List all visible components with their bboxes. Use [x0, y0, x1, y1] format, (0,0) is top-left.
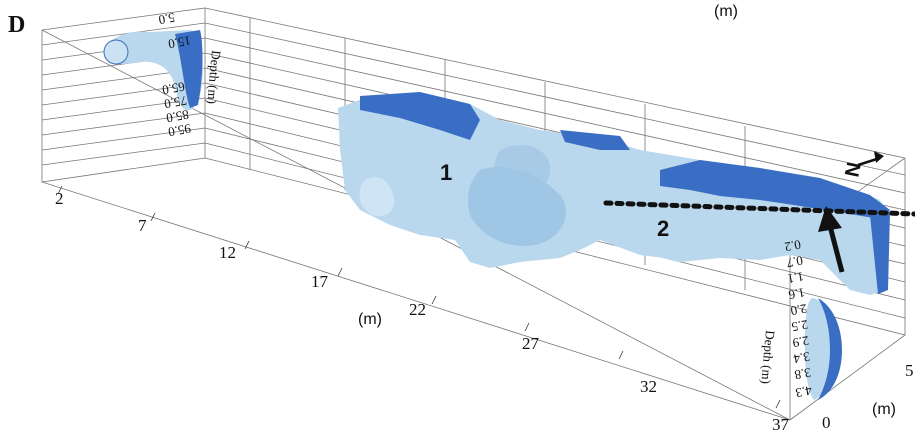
length-unit-label: (m) [358, 311, 382, 328]
near-depth-tick: 1.6 [787, 285, 806, 303]
length-axis-ticks [57, 185, 781, 409]
length-tick-label: 7 [138, 216, 147, 235]
width-tick-label: 5 [905, 361, 914, 380]
near-depth-tick: 3.8 [793, 365, 812, 383]
far-depth-tick: 95.0 [167, 121, 192, 140]
far-depth-tick: 65.0 [161, 79, 186, 98]
length-tick-label: 37 [772, 415, 790, 433]
body-far-left [103, 30, 203, 111]
length-tick-label: 17 [311, 272, 329, 291]
far-depth-tick: 75.0 [163, 93, 188, 112]
near-depth-tick: 2.9 [791, 333, 810, 351]
near-depth-tick: 2.5 [790, 317, 809, 335]
panel-label: D [8, 12, 25, 38]
width-unit-label: (m) [872, 401, 896, 418]
far-depth-labels: Depth (m) 5.0 15.0 65.0 75.0 85.0 95.0 [157, 10, 223, 140]
length-tick-label: 32 [640, 377, 657, 396]
north-arrow-icon [857, 151, 884, 167]
far-depth-tick: 85.0 [165, 107, 190, 126]
length-tick-label: 27 [522, 334, 540, 353]
far-depth-tick: 15.0 [167, 33, 192, 52]
near-depth-axis-label: Depth (m) [758, 330, 778, 385]
near-depth-tick: 0.7 [785, 253, 804, 271]
near-depth-tick: 0.2 [783, 237, 802, 255]
far-depth-tick: 5.0 [157, 10, 176, 28]
near-depth-labels: Depth (m) 0.2 0.7 1.1 1.6 2.0 2.5 2.9 3.… [758, 237, 813, 401]
near-depth-tick: 1.1 [786, 269, 805, 287]
near-depth-tick: 2.0 [789, 301, 808, 319]
near-depth-tick: 4.3 [794, 383, 813, 401]
top-unit-label: (m) [714, 3, 738, 20]
length-tick-label: 12 [219, 243, 236, 262]
north-label: N [841, 160, 866, 179]
body-2-label: 2 [657, 216, 669, 241]
width-tick-label: 0 [822, 413, 831, 432]
near-depth-tick: 3.4 [792, 349, 811, 367]
body-2 [610, 160, 890, 295]
length-tick-label: 2 [55, 189, 64, 208]
length-tick-label: 22 [409, 300, 426, 319]
body-near-front [804, 298, 842, 400]
far-depth-axis-label: Depth (m) [204, 50, 224, 105]
profile-dotted-line [603, 200, 915, 217]
arrow [818, 206, 845, 273]
body-1-label: 1 [440, 160, 452, 185]
